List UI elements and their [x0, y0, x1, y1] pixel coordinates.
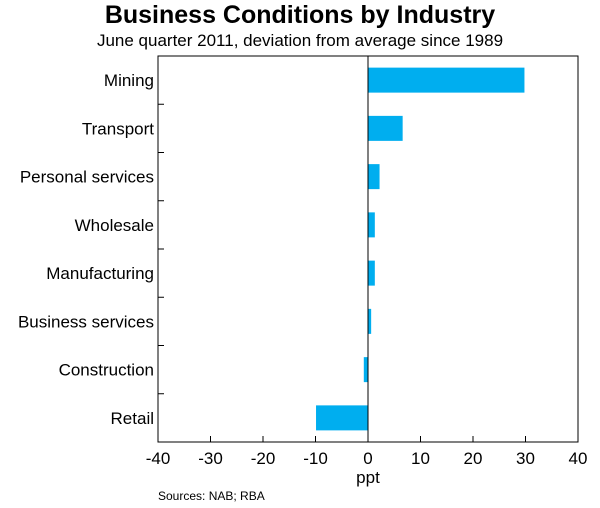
bar-wholesale: [368, 212, 375, 238]
category-label: Mining: [104, 71, 154, 90]
x-tick-label: -30: [198, 449, 223, 468]
category-label: Transport: [82, 119, 154, 138]
x-tick-label: -20: [251, 449, 276, 468]
x-tick-label: -40: [146, 449, 171, 468]
bar-personal-services: [368, 164, 380, 190]
category-label: Manufacturing: [46, 264, 154, 283]
bar-transport: [368, 115, 403, 141]
source-note: Sources: NAB; RBA: [158, 489, 265, 503]
bar-mining: [368, 67, 525, 93]
x-tick-label: -10: [303, 449, 328, 468]
chart-subtitle: June quarter 2011, deviation from averag…: [96, 31, 504, 50]
x-tick-label: 30: [516, 449, 535, 468]
category-label: Wholesale: [75, 216, 154, 235]
x-tick-label: 20: [464, 449, 483, 468]
chart-title: Business Conditions by Industry: [104, 1, 496, 29]
category-label: Retail: [111, 409, 154, 428]
category-label: Business services: [18, 312, 154, 331]
category-label: Personal services: [20, 168, 154, 187]
x-tick-label: 10: [411, 449, 430, 468]
x-tick-label: 0: [363, 449, 372, 468]
bar-construction: [363, 357, 368, 383]
bar-manufacturing: [368, 260, 375, 286]
bar-business-services: [368, 308, 372, 334]
x-axis-label: ppt: [356, 468, 380, 487]
bar-retail: [316, 405, 368, 431]
category-label: Construction: [59, 361, 154, 380]
x-tick-label: 40: [569, 449, 588, 468]
